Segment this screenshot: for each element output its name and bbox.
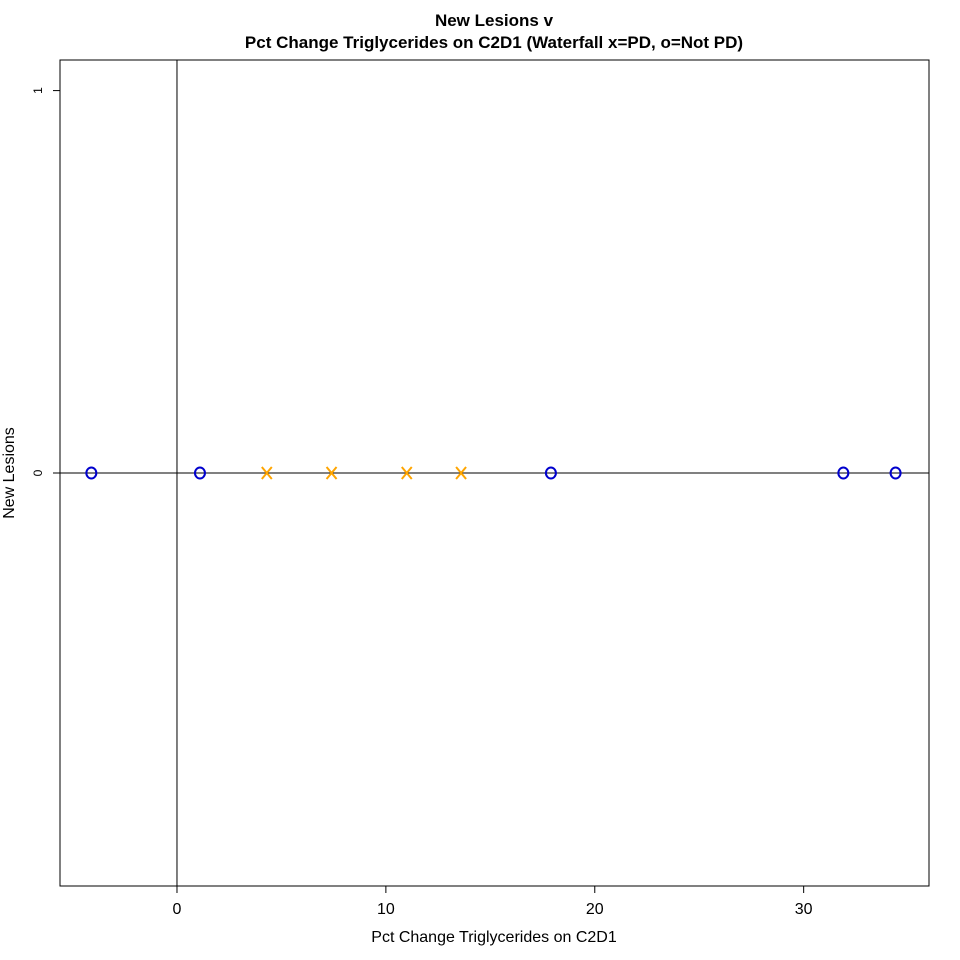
data-point-circle <box>193 466 206 480</box>
x-tick-label: 20 <box>586 901 604 918</box>
data-point-circle <box>889 466 902 480</box>
x-tick-label: 10 <box>377 901 395 918</box>
data-point-cross <box>455 466 467 480</box>
data-point-cross <box>325 466 338 480</box>
chart-title: New Lesions v <box>435 11 554 30</box>
data-point-cross <box>400 466 413 480</box>
y-axis-label: New Lesions <box>1 427 18 519</box>
y-axis: 01 <box>31 87 60 476</box>
data-points <box>85 466 902 480</box>
x-axis-label: Pct Change Triglycerides on C2D1 <box>371 929 617 946</box>
x-tick-label: 0 <box>173 901 182 918</box>
data-point-cross <box>261 466 273 480</box>
data-point-circle <box>85 466 98 480</box>
x-tick-label: 30 <box>795 901 813 918</box>
data-point-circle <box>837 466 850 480</box>
plot-frame <box>59 59 930 887</box>
y-tick-label: 1 <box>31 87 45 94</box>
y-tick-label: 0 <box>31 469 45 476</box>
chart-subtitle: Pct Change Triglycerides on C2D1 (Waterf… <box>245 33 743 52</box>
x-axis: 0 10 20 30 <box>173 886 813 918</box>
reference-lines <box>60 60 929 886</box>
data-point-circle <box>544 466 557 480</box>
